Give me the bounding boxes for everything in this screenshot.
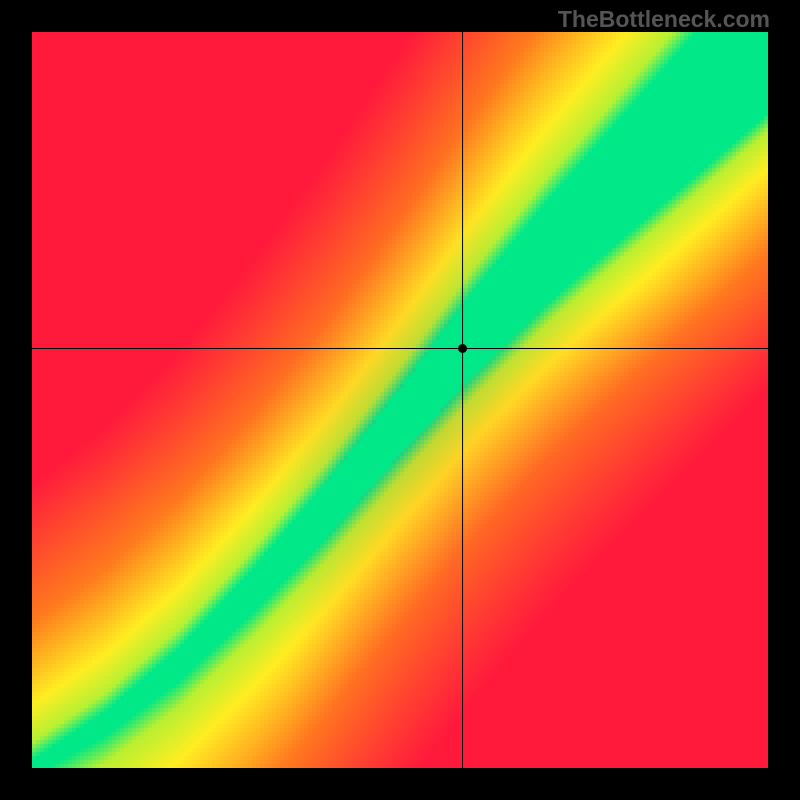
bottleneck-heatmap xyxy=(32,32,768,768)
watermark-text: TheBottleneck.com xyxy=(558,6,770,33)
chart-container: TheBottleneck.com xyxy=(0,0,800,800)
